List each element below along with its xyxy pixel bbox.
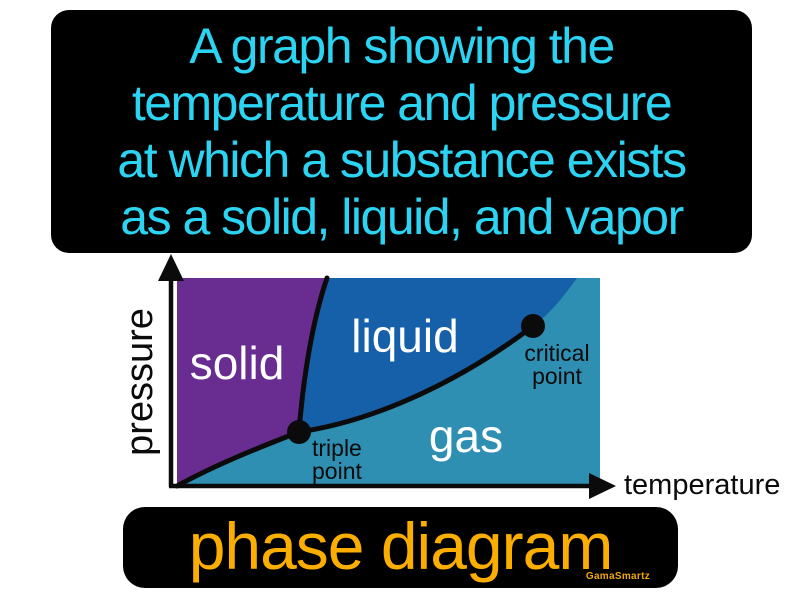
- sublimation-vaporization-curve: [174, 323, 536, 489]
- triple-point-label-line2: point: [312, 458, 362, 484]
- triple-point-dot: [287, 420, 311, 444]
- critical-point-label-line1: critical: [524, 340, 589, 366]
- x-axis-label: temperature: [624, 469, 780, 501]
- critical-point-dot: [521, 314, 545, 338]
- definition-box: A graph showing the temperature and pres…: [51, 10, 752, 253]
- definition-line-2: temperature and pressure: [131, 74, 673, 131]
- definition-line-4: as a solid, liquid, and vapor: [120, 188, 684, 245]
- definition-line-3: at which a substance exists: [117, 131, 687, 188]
- y-axis-arrow-icon: [158, 254, 184, 281]
- liquid-region: [299, 278, 577, 432]
- term-title: phase diagram: [188, 508, 614, 583]
- term-box: phase diagram GamaSmartz: [123, 507, 678, 588]
- gas-region-label: gas: [429, 410, 503, 462]
- fusion-curve: [296, 275, 330, 435]
- solid-region-label: solid: [190, 337, 285, 389]
- critical-point-label-line2: point: [532, 363, 582, 389]
- liquid-region-label: liquid: [351, 310, 458, 362]
- watermark: GamaSmartz: [585, 571, 650, 582]
- y-axis-label: pressure: [119, 308, 161, 456]
- triple-point-label-line1: triple: [312, 435, 362, 461]
- x-axis-arrow-icon: [589, 473, 616, 499]
- definition-line-1: A graph showing the: [189, 17, 615, 74]
